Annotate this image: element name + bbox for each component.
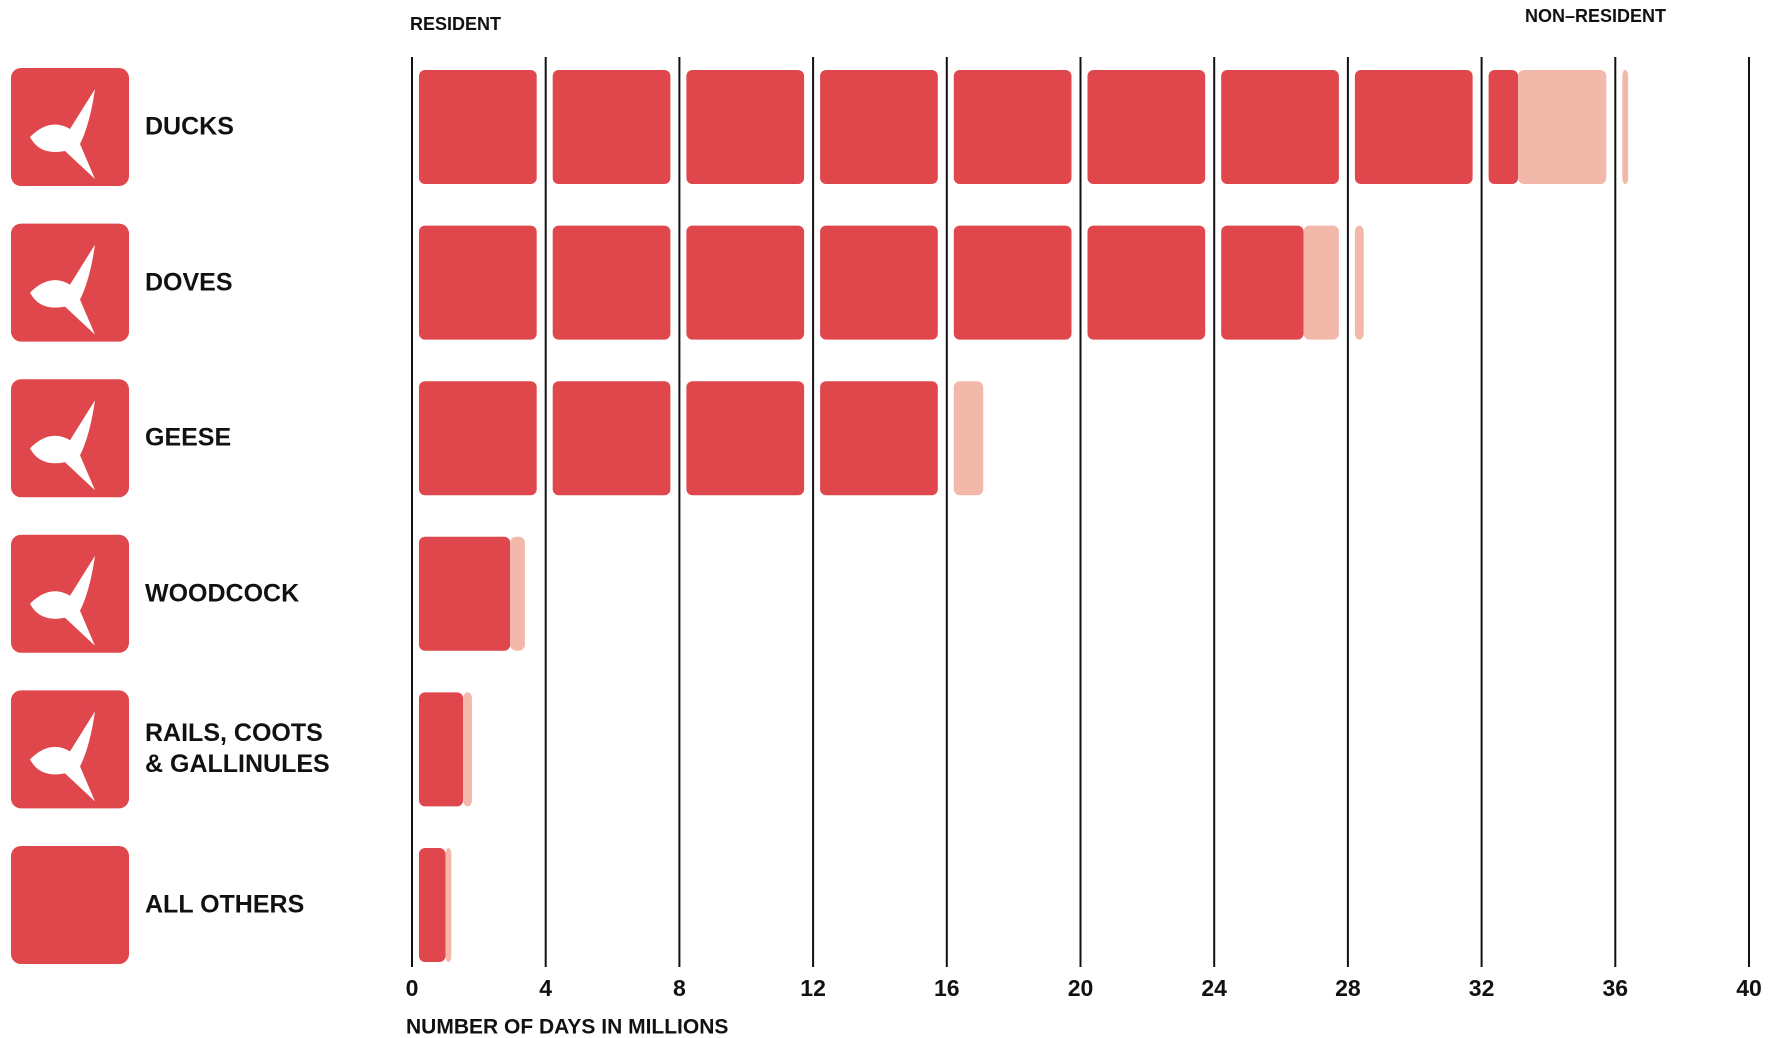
x-axis-title: NUMBER OF DAYS IN MILLIONS [406,1016,728,1038]
bar-segment [419,70,1519,184]
bar-piece [1518,70,1607,184]
bar-piece [1221,70,1339,184]
bar-piece [419,848,446,962]
legend-non-resident: NON–RESIDENT [1525,6,1666,26]
bar-segment [419,225,1304,340]
category-icon [11,223,129,342]
x-tick-label: 16 [934,975,960,1001]
bar-piece [820,225,938,340]
x-tick-label: 40 [1736,975,1762,1001]
bar-piece [552,225,671,340]
category-icon [11,379,129,498]
bar-piece [1354,70,1473,184]
bar-piece [1087,70,1206,184]
bar-piece [419,692,464,807]
bar-segment [419,536,511,651]
x-tick-label: 12 [800,975,826,1001]
bar-piece [953,225,1072,340]
bar-piece [1622,70,1629,184]
category-label: WOODCOCK [145,579,300,608]
bar-piece [820,70,938,184]
bar-piece [686,381,805,496]
bar-piece [419,225,537,340]
bar-segment [953,381,984,496]
bar-piece [1488,70,1519,184]
bar-piece [1303,225,1339,340]
bar-segment [510,536,525,651]
bar-piece [1221,225,1304,340]
bar-piece [419,70,537,184]
x-tick-label: 0 [406,975,419,1001]
x-tick-label: 36 [1603,975,1629,1001]
bar-piece [686,70,805,184]
category-icon-bird [30,555,95,646]
bar-piece [953,70,1072,184]
bar-segment [419,692,464,807]
bar-piece [445,848,452,962]
bar-piece [1087,225,1206,340]
x-tick-label: 28 [1335,975,1361,1001]
bar-segment [419,848,446,962]
category-label: RAILS, COOTS & GALLINULES [145,719,330,779]
x-tick-label: 24 [1201,975,1227,1001]
x-tick-label: 20 [1068,975,1094,1001]
category-icon-bird [30,711,95,802]
category-icon [11,690,129,809]
category-icon-bird [30,89,95,179]
bar-piece [419,536,511,651]
x-tick-label: 4 [539,975,552,1001]
bar-segment [419,381,938,496]
bar-segment [1303,225,1364,340]
x-tick-label: 32 [1469,975,1495,1001]
bar-piece [552,381,671,496]
bar-piece [686,225,805,340]
category-label: GEESE [145,423,232,452]
bar-piece [510,536,525,651]
x-tick-label: 8 [673,975,686,1001]
bar-piece [820,381,938,496]
category-label: DOVES [145,268,233,297]
bar-piece [463,692,472,807]
bar-piece [953,381,984,496]
category-icon-bird [30,400,95,491]
bar-segment [1518,70,1629,184]
category-icon-bird [30,244,95,335]
bar-segment [463,692,472,807]
category-icon [11,534,129,653]
bar-segment [445,848,452,962]
bar-piece [1354,225,1364,340]
category-label: DUCKS [145,112,234,141]
category-icon [11,68,129,186]
bar-piece [552,70,671,184]
legend-resident: RESIDENT [410,14,501,34]
category-label: ALL OTHERS [145,890,305,919]
bar-piece [419,381,537,496]
category-icon [11,846,129,964]
